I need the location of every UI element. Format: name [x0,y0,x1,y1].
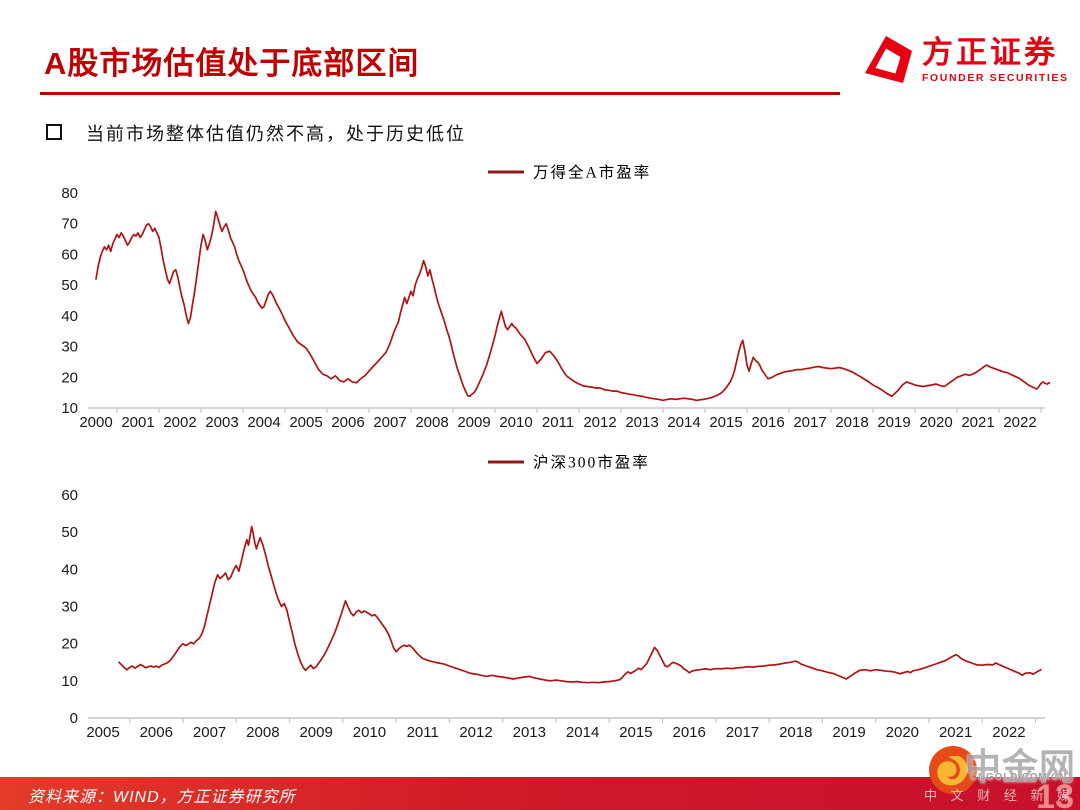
svg-text:2009: 2009 [299,724,332,741]
bullet-point: 当前市场整体估值仍然不高，处于历史低位 [46,120,466,146]
svg-text:2004: 2004 [247,414,280,431]
svg-text:2009: 2009 [457,414,490,431]
svg-text:50: 50 [61,277,78,294]
svg-text:2019: 2019 [832,724,865,741]
svg-text:50: 50 [61,524,78,541]
svg-text:2005: 2005 [289,414,322,431]
svg-text:2017: 2017 [793,414,826,431]
svg-text:2016: 2016 [673,724,706,741]
svg-text:2006: 2006 [140,724,173,741]
svg-text:2022: 2022 [1003,414,1036,431]
svg-text:2010: 2010 [353,724,386,741]
svg-text:2010: 2010 [499,414,532,431]
bullet-text: 当前市场整体估值仍然不高，处于历史低位 [86,124,466,144]
founder-securities-logo: 方正证券 FOUNDER SECURITIES [862,34,1069,86]
svg-text:2017: 2017 [726,724,759,741]
svg-text:0: 0 [70,710,78,727]
svg-text:2021: 2021 [939,724,972,741]
svg-text:2007: 2007 [373,414,406,431]
svg-text:2015: 2015 [619,724,652,741]
svg-text:2005: 2005 [86,724,119,741]
svg-text:60: 60 [61,487,78,504]
svg-text:40: 40 [61,561,78,578]
svg-text:沪深300市盈率: 沪深300市盈率 [533,454,650,472]
svg-text:万得全A市盈率: 万得全A市盈率 [533,164,651,182]
svg-text:2013: 2013 [513,724,546,741]
page-number: 13 [1036,778,1074,810]
chart-wind-all-a-pe: 2000 2001 2002 2003 2004 2005 2006 2007 2008 2009… [25,155,1055,433]
svg-text:30: 30 [61,599,78,616]
svg-text:2021: 2021 [961,414,994,431]
chart-csi300-pe: 2005 2006 2007 2008 2009 2010 2011 2012 2013 2014… [25,445,1055,757]
svg-text:2007: 2007 [193,724,226,741]
svg-text:20: 20 [61,369,78,386]
bullet-square-icon [46,124,62,140]
svg-text:40: 40 [61,308,78,325]
watermark-tagline: 中 文 财 经 新 媒 体 [924,788,1080,803]
watermark-domain: CNGOLD.COM.CN [970,772,1068,783]
svg-text:10: 10 [61,673,78,690]
watermark-name: 中金网 [965,746,1077,787]
logo-name-cn: 方正证券 [922,34,1058,70]
svg-text:2018: 2018 [835,414,868,431]
svg-text:2020: 2020 [886,724,919,741]
svg-text:2015: 2015 [709,414,742,431]
svg-text:2016: 2016 [751,414,784,431]
footer-bar: 资料来源：WIND，方正证券研究所 13 [0,777,1080,810]
svg-text:2000: 2000 [79,414,112,431]
svg-text:2014: 2014 [566,724,599,741]
svg-text:2011: 2011 [542,414,574,431]
svg-text:2006: 2006 [331,414,364,431]
svg-text:2013: 2013 [625,414,658,431]
svg-text:10: 10 [61,400,78,417]
page-title: A股市场估值处于底部区间 [44,46,420,81]
svg-text:80: 80 [61,185,78,202]
svg-text:20: 20 [61,636,78,653]
source-note: 资料来源：WIND，方正证券研究所 [28,789,296,806]
founder-logo-icon [865,36,912,83]
title-underline [40,92,840,95]
cngold-logo-icon [929,746,977,794]
svg-text:2008: 2008 [246,724,279,741]
cngold-watermark: 中金网 CNGOLD.COM.CN 中 文 财 经 新 媒 体 [922,740,1080,810]
svg-text:2014: 2014 [667,414,700,431]
svg-text:2012: 2012 [583,414,616,431]
svg-text:2011: 2011 [407,724,439,741]
svg-text:2003: 2003 [205,414,238,431]
svg-text:2012: 2012 [459,724,492,741]
svg-text:2008: 2008 [415,414,448,431]
logo-name-en: FOUNDER SECURITIES [922,71,1069,84]
svg-text:2002: 2002 [163,414,196,431]
svg-text:70: 70 [61,216,78,233]
svg-text:2020: 2020 [919,414,952,431]
svg-text:2001: 2001 [121,414,154,431]
svg-text:2022: 2022 [992,724,1025,741]
svg-text:60: 60 [61,246,78,263]
svg-text:30: 30 [61,339,78,356]
svg-text:2019: 2019 [877,414,910,431]
svg-text:2018: 2018 [779,724,812,741]
